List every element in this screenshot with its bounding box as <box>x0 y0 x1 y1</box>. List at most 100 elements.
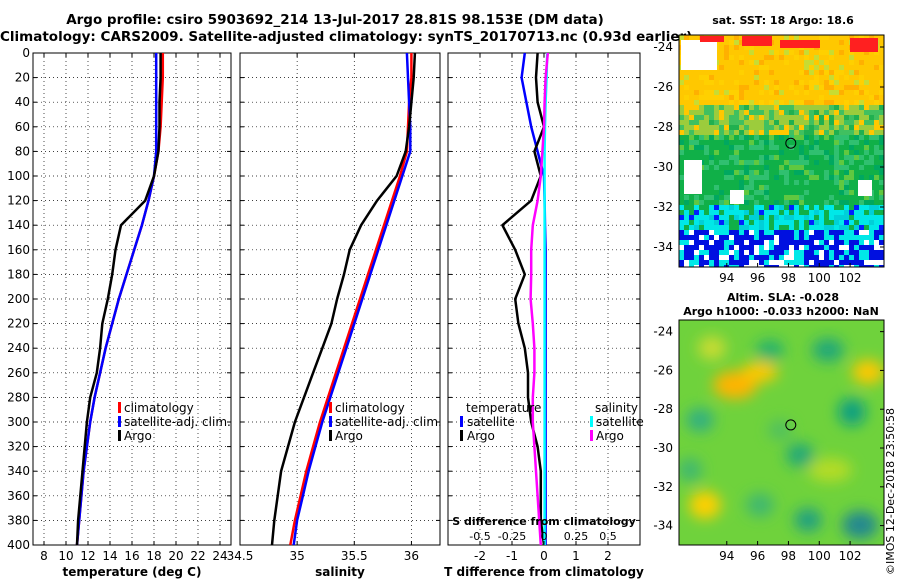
sst-cell <box>724 80 729 85</box>
sst-cell <box>779 105 784 110</box>
sst-cell <box>819 200 824 205</box>
sst-cell <box>729 180 734 185</box>
sst-cell <box>769 225 774 230</box>
sst-cell <box>844 205 849 210</box>
sst-cell <box>849 180 854 185</box>
sst-cell <box>809 170 814 175</box>
sst-cell <box>859 70 864 75</box>
sst-cell <box>794 50 799 55</box>
sst-cell <box>819 90 824 95</box>
sst-cell <box>729 80 734 85</box>
sst-cell <box>694 115 699 120</box>
sst-cell <box>699 145 704 150</box>
sst-cell <box>809 120 814 125</box>
sst-cell <box>824 180 829 185</box>
y-tick-label: 280 <box>7 390 30 404</box>
sst-cell <box>829 140 834 145</box>
series-line-argo <box>270 52 417 546</box>
sst-cell <box>704 100 709 105</box>
sst-cell <box>879 135 884 140</box>
sst-cell <box>699 245 704 250</box>
sst-cell <box>804 195 809 200</box>
sst-cell <box>824 170 829 175</box>
sst-cell <box>714 205 719 210</box>
sst-cell <box>814 150 819 155</box>
sst-cell <box>729 230 734 235</box>
sst-cell <box>784 215 789 220</box>
sst-cell <box>824 35 829 40</box>
sst-cell <box>749 190 754 195</box>
sst-cell <box>799 35 804 40</box>
sst-cell <box>764 90 769 95</box>
sst-cell <box>839 200 844 205</box>
sst-cell <box>714 245 719 250</box>
series-line-argo <box>75 53 162 546</box>
legend-item: Argo <box>467 429 495 443</box>
sst-cell <box>754 130 759 135</box>
sst-cell <box>849 110 854 115</box>
sst-cell <box>779 250 784 255</box>
sst-cell <box>829 250 834 255</box>
sst-cell <box>734 265 739 267</box>
sst-cell <box>854 195 859 200</box>
sst-cell <box>754 225 759 230</box>
sst-cell <box>689 90 694 95</box>
sst-cell <box>734 120 739 125</box>
sst-cell <box>729 120 734 125</box>
sst-cell <box>799 205 804 210</box>
sst-cell <box>694 200 699 205</box>
sst-cell <box>789 190 794 195</box>
sst-cell <box>764 85 769 90</box>
sst-cell <box>704 220 709 225</box>
sst-cell <box>784 60 789 65</box>
sst-cell <box>799 140 804 145</box>
sst-cell <box>754 85 759 90</box>
sst-cell <box>684 95 689 100</box>
sst-cell <box>714 200 719 205</box>
sst-cell <box>689 35 694 40</box>
sst-cell <box>849 70 854 75</box>
legend-item: climatology <box>124 401 194 415</box>
sst-cell <box>804 55 809 60</box>
sst-cell <box>824 200 829 205</box>
sst-cell <box>734 165 739 170</box>
sst-cell <box>734 50 739 55</box>
sst-cell <box>724 130 729 135</box>
sst-cell <box>749 135 754 140</box>
sst-cell <box>859 260 864 265</box>
sst-cell <box>704 245 709 250</box>
sst-cell <box>749 60 754 65</box>
sst-cell <box>849 195 854 200</box>
sst-cell <box>824 75 829 80</box>
sst-warm-patch <box>742 36 772 46</box>
sst-cell <box>709 200 714 205</box>
sst-cell <box>724 250 729 255</box>
sst-cell <box>724 40 729 45</box>
sst-cell <box>714 220 719 225</box>
map-lon-label: 94 <box>719 271 734 285</box>
sst-cell <box>734 235 739 240</box>
sst-cell <box>779 155 784 160</box>
sst-cell <box>849 200 854 205</box>
sst-cell <box>789 90 794 95</box>
sla-blob <box>852 360 884 384</box>
sst-cell <box>804 235 809 240</box>
sst-cell <box>739 205 744 210</box>
sst-cell <box>684 220 689 225</box>
sst-cell <box>819 65 824 70</box>
sst-cell <box>739 155 744 160</box>
sst-cell <box>864 90 869 95</box>
sst-cell <box>729 40 734 45</box>
sst-cell <box>774 220 779 225</box>
sst-cell <box>829 95 834 100</box>
sst-cell <box>689 215 694 220</box>
sst-cell <box>769 60 774 65</box>
sst-cell <box>774 40 779 45</box>
sst-cell <box>784 90 789 95</box>
sst-cell <box>734 145 739 150</box>
sst-cell <box>829 260 834 265</box>
sla-blob <box>842 511 878 539</box>
sst-cell <box>859 210 864 215</box>
sst-cell <box>689 100 694 105</box>
sst-cell <box>799 110 804 115</box>
